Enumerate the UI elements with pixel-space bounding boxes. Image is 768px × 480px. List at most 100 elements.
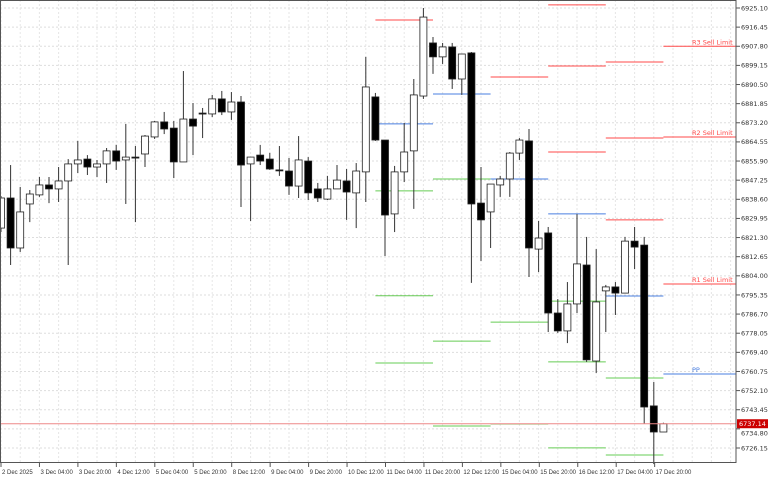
x-tick-label: 2 Dec 2025 xyxy=(2,470,33,476)
candle-bullish xyxy=(73,159,82,165)
candle-bearish xyxy=(83,158,92,168)
current-price-label: 6737.14 xyxy=(739,420,766,428)
candle-bullish xyxy=(486,183,495,213)
candle-bearish xyxy=(217,98,226,113)
candle-bullish xyxy=(438,46,447,58)
x-tick-label: 5 Dec 20:00 xyxy=(194,470,227,476)
candles xyxy=(0,8,668,465)
y-tick-label: 6752.10 xyxy=(741,387,768,395)
candle-bearish xyxy=(112,150,121,162)
x-tick-label: 12 Dec 12:00 xyxy=(463,470,499,476)
candle-bullish xyxy=(621,240,629,294)
current-price-tag: 6737.14 xyxy=(737,419,768,429)
candle-bearish xyxy=(131,156,140,159)
candle-bearish xyxy=(611,286,620,294)
candle-bearish xyxy=(371,96,380,141)
y-tick-label: 6899.15 xyxy=(741,62,768,70)
y-tick-label: 6804.00 xyxy=(741,272,768,280)
candle-bullish xyxy=(563,303,572,332)
candle-bullish xyxy=(496,178,505,186)
candle-bearish xyxy=(6,197,15,249)
y-tick-label: 6778.05 xyxy=(741,330,768,338)
candle-bullish xyxy=(102,150,111,165)
x-tick-label: 17 Dec 20:00 xyxy=(656,470,692,476)
price-axis[interactable]: 6925.10 6916.45 6907.80 6899.15 6890.50 6881.… xyxy=(736,4,768,452)
candle-bullish xyxy=(352,170,361,194)
candle-bearish xyxy=(448,46,457,80)
plot-frame xyxy=(0,0,737,463)
candle-bearish xyxy=(544,232,553,314)
candle-bearish xyxy=(630,240,639,248)
level-label: PP xyxy=(692,366,700,374)
candle-bearish xyxy=(429,42,437,58)
y-tick-label: 6760.75 xyxy=(741,368,768,376)
level-label: R2 Sell Limit xyxy=(692,129,733,137)
candle-bullish xyxy=(505,152,514,180)
candle-bullish xyxy=(573,263,581,305)
candle-bullish xyxy=(333,179,341,190)
y-tick-label: 6812.65 xyxy=(741,253,768,261)
candle-bullish xyxy=(16,211,25,249)
time-axis[interactable]: 2 Dec 2025 3 Dec 04:00 3 Dec 20:00 4 Dec 12… xyxy=(0,462,692,476)
candle-bullish xyxy=(601,286,610,292)
y-tick-label: 6907.80 xyxy=(741,43,768,51)
x-tick-label: 10 Dec 12:00 xyxy=(348,470,384,476)
candle-bearish xyxy=(640,244,649,408)
x-tick-label: 3 Dec 20:00 xyxy=(79,470,112,476)
y-tick-label: 6743.45 xyxy=(741,406,768,414)
candle-bearish xyxy=(160,121,169,130)
x-tick-label: 15 Dec 20:00 xyxy=(540,470,576,476)
candle-bearish xyxy=(256,154,265,162)
candle-bearish xyxy=(198,112,207,115)
x-tick-label: 17 Dec 04:00 xyxy=(617,470,653,476)
candle-bearish xyxy=(45,184,53,190)
candle-bullish xyxy=(361,86,370,173)
candle-bullish xyxy=(419,16,428,97)
x-tick-label: 3 Dec 04:00 xyxy=(40,470,73,476)
y-tick-label: 6925.10 xyxy=(741,4,768,12)
candle-bullish xyxy=(400,151,409,173)
candle-bullish xyxy=(64,163,73,182)
candle-bullish xyxy=(390,171,399,215)
level-label: R3 Sell Limit xyxy=(692,38,733,46)
y-tick-label: 6873.20 xyxy=(741,119,768,127)
candle-bullish xyxy=(35,184,44,196)
candle-bullish xyxy=(150,121,159,138)
y-tick-label: 6890.50 xyxy=(741,81,768,89)
y-tick-label: 6795.35 xyxy=(741,291,768,299)
candle-bullish xyxy=(141,135,149,155)
candle-bearish xyxy=(304,160,313,194)
y-tick-label: 6838.60 xyxy=(741,196,768,204)
candle-bearish xyxy=(582,264,591,361)
y-tick-label: 6829.95 xyxy=(741,215,768,223)
candle-bullish xyxy=(179,118,188,163)
x-tick-label: 16 Dec 12:00 xyxy=(579,470,615,476)
candle-bullish xyxy=(323,188,332,200)
candle-bearish xyxy=(525,140,533,249)
candle-bullish xyxy=(246,156,255,165)
y-tick-label: 6855.90 xyxy=(741,157,768,165)
candle-bearish xyxy=(553,312,562,332)
candle-bearish xyxy=(265,158,274,170)
x-tick-label: 15 Dec 04:00 xyxy=(502,470,538,476)
candle-bearish xyxy=(381,139,389,216)
grid xyxy=(0,0,736,462)
candle-bearish xyxy=(342,180,351,193)
candle-bullish xyxy=(659,423,668,433)
candle-bearish xyxy=(313,188,322,199)
candle-bearish xyxy=(169,127,178,163)
y-tick-label: 6726.15 xyxy=(741,444,768,452)
candle-bearish xyxy=(467,52,476,205)
y-tick-label: 6769.40 xyxy=(741,349,768,357)
candle-bullish xyxy=(227,101,236,113)
candle-bullish xyxy=(534,237,543,250)
x-tick-label: 9 Dec 20:00 xyxy=(310,470,343,476)
y-tick-label: 6847.25 xyxy=(741,176,768,184)
candle-bearish xyxy=(477,202,485,221)
y-tick-label: 6916.45 xyxy=(741,23,768,31)
candle-bearish xyxy=(285,170,293,187)
pivot-lines xyxy=(375,4,664,456)
candle-bullish xyxy=(208,98,217,115)
candle-bullish xyxy=(294,159,303,187)
